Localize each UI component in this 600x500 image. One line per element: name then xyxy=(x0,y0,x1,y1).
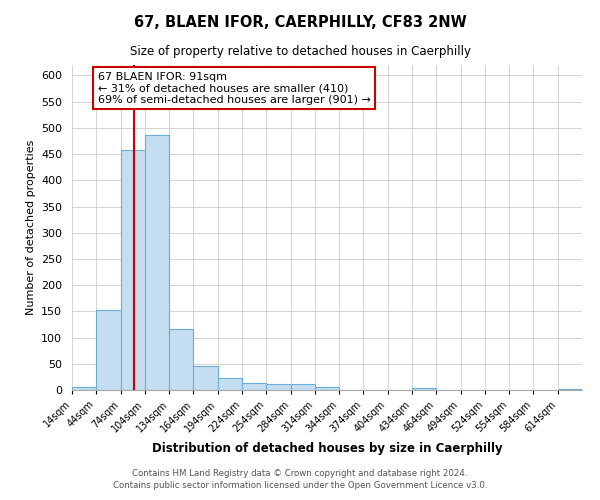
X-axis label: Distribution of detached houses by size in Caerphilly: Distribution of detached houses by size … xyxy=(152,442,502,456)
Bar xyxy=(193,366,218,390)
Bar xyxy=(218,378,242,390)
Text: 67, BLAEN IFOR, CAERPHILLY, CF83 2NW: 67, BLAEN IFOR, CAERPHILLY, CF83 2NW xyxy=(134,15,466,30)
Bar xyxy=(290,384,315,390)
Bar xyxy=(412,388,436,390)
Text: 67 BLAEN IFOR: 91sqm
← 31% of detached houses are smaller (410)
69% of semi-deta: 67 BLAEN IFOR: 91sqm ← 31% of detached h… xyxy=(98,72,371,105)
Bar xyxy=(72,388,96,390)
Bar xyxy=(266,384,290,390)
Bar xyxy=(145,134,169,390)
Y-axis label: Number of detached properties: Number of detached properties xyxy=(26,140,35,315)
Text: Size of property relative to detached houses in Caerphilly: Size of property relative to detached ho… xyxy=(130,45,470,58)
Bar xyxy=(169,328,193,390)
Bar xyxy=(96,310,121,390)
Bar xyxy=(558,389,582,390)
Bar xyxy=(315,388,339,390)
Bar xyxy=(242,383,266,390)
Bar xyxy=(121,150,145,390)
Text: Contains HM Land Registry data © Crown copyright and database right 2024.
Contai: Contains HM Land Registry data © Crown c… xyxy=(113,468,487,490)
